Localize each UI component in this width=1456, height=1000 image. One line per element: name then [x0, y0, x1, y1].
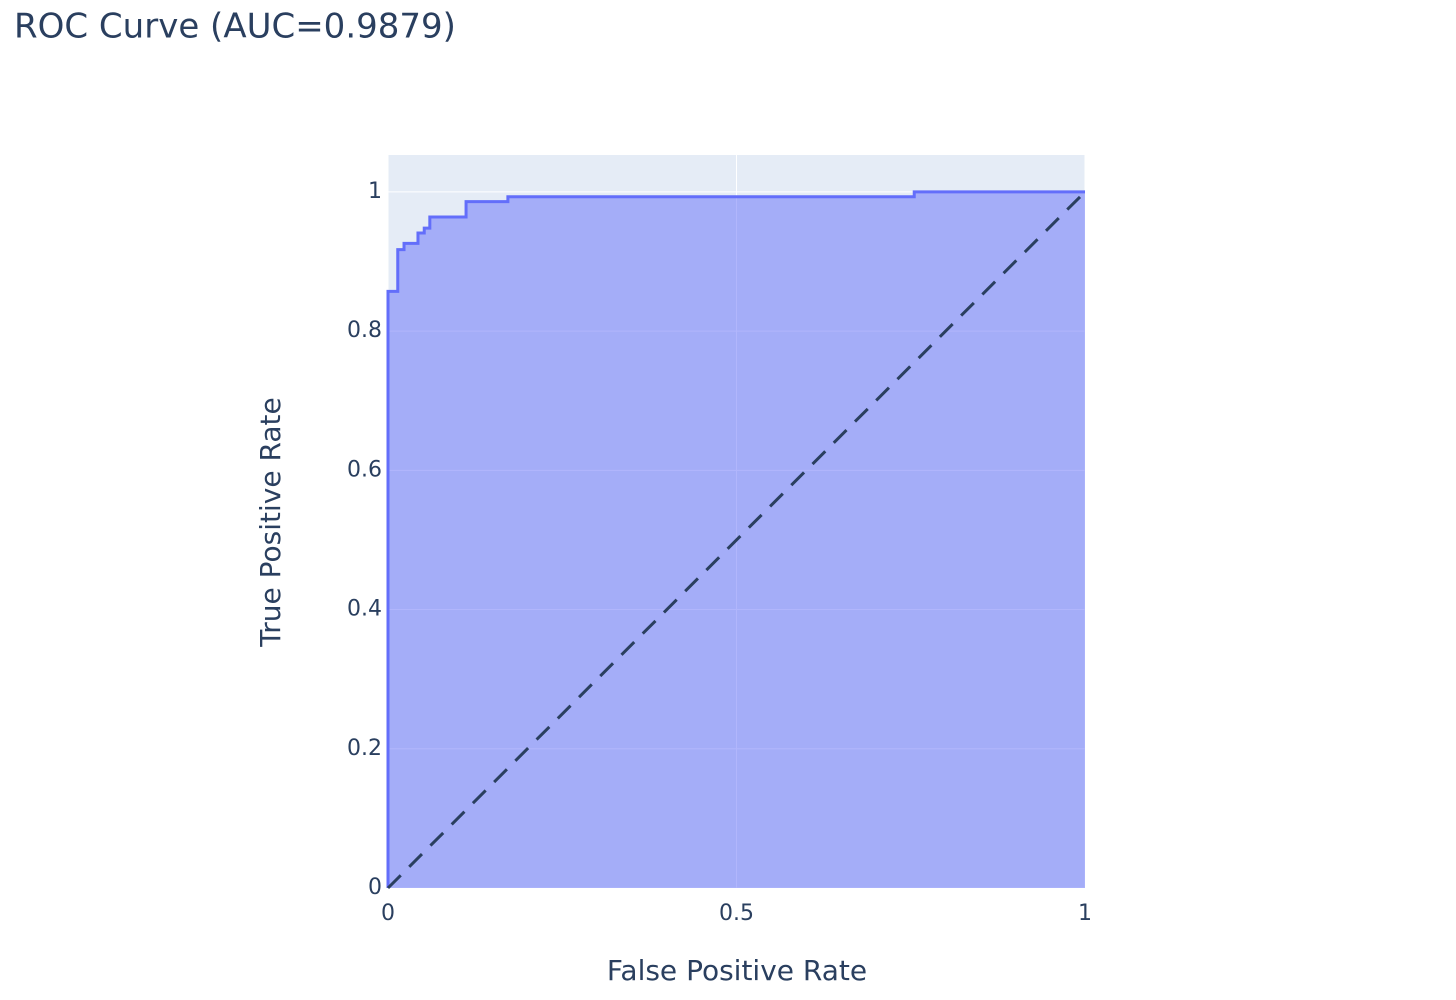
- x-tick-label: 1: [1078, 901, 1092, 926]
- roc-line: [386, 190, 1085, 888]
- chart-title: ROC Curve (AUC=0.9879): [14, 7, 456, 47]
- x-axis-title: False Positive Rate: [607, 954, 867, 987]
- y-tick-label: 0: [368, 875, 382, 900]
- y-axis-title: True Positive Rate: [254, 397, 287, 647]
- x-tick-label: 0: [381, 901, 395, 926]
- y-tick-label: 0.4: [347, 597, 382, 622]
- x-tick-label: 0.5: [719, 901, 754, 926]
- y-tick-label: 0.2: [347, 736, 382, 761]
- y-tick-label: 0.8: [347, 318, 382, 343]
- y-tick-label: 0.6: [347, 457, 382, 482]
- reference-line: [386, 190, 1087, 890]
- y-tick-label: 1: [368, 179, 382, 204]
